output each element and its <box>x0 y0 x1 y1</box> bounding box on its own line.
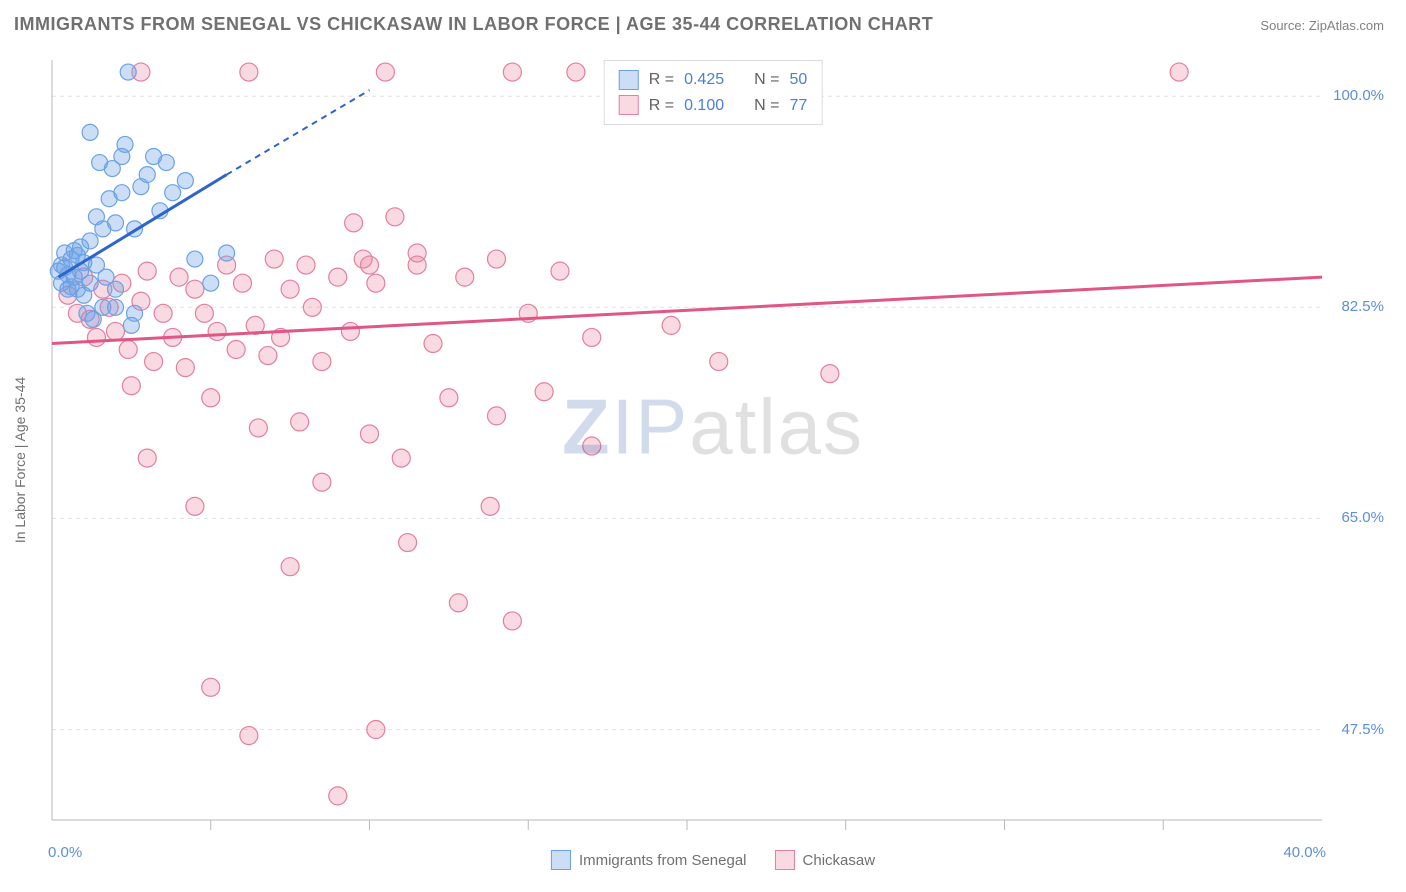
legend-row-senegal: R = 0.425 N = 50 <box>619 67 808 93</box>
r-label: R = <box>649 67 674 93</box>
x-tick-max: 40.0% <box>1283 844 1326 861</box>
swatch-senegal <box>619 70 639 90</box>
source-link[interactable]: ZipAtlas.com <box>1309 18 1384 33</box>
legend-label: Immigrants from Senegal <box>579 852 747 869</box>
legend-item-chickasaw: Chickasaw <box>775 850 876 870</box>
y-tick-label: 100.0% <box>1333 87 1384 104</box>
scatter-chart <box>38 50 1388 870</box>
legend-row-chickasaw: R = 0.100 N = 77 <box>619 93 808 119</box>
chart-container: In Labor Force | Age 35-44 R = 0.425 N =… <box>38 50 1388 870</box>
r-label: R = <box>649 93 674 119</box>
r-value-senegal: 0.425 <box>684 67 724 93</box>
source-label: Source: <box>1260 18 1305 33</box>
y-tick-label: 65.0% <box>1341 509 1384 526</box>
swatch-chickasaw <box>775 850 795 870</box>
y-tick-label: 82.5% <box>1341 298 1384 315</box>
x-tick-min: 0.0% <box>48 844 82 861</box>
n-value-chickasaw: 77 <box>789 93 807 119</box>
y-tick-label: 47.5% <box>1341 721 1384 738</box>
swatch-chickasaw <box>619 95 639 115</box>
n-value-senegal: 50 <box>789 67 807 93</box>
series-legend: Immigrants from Senegal Chickasaw <box>551 850 875 870</box>
source-attribution: Source: ZipAtlas.com <box>1260 18 1384 33</box>
n-label: N = <box>754 67 779 93</box>
n-label: N = <box>754 93 779 119</box>
y-axis-label: In Labor Force | Age 35-44 <box>12 377 28 543</box>
correlation-legend: R = 0.425 N = 50 R = 0.100 N = 77 <box>604 60 823 125</box>
legend-item-senegal: Immigrants from Senegal <box>551 850 747 870</box>
r-value-chickasaw: 0.100 <box>684 93 724 119</box>
swatch-senegal <box>551 850 571 870</box>
chart-title: IMMIGRANTS FROM SENEGAL VS CHICKASAW IN … <box>14 14 933 35</box>
legend-label: Chickasaw <box>803 852 876 869</box>
